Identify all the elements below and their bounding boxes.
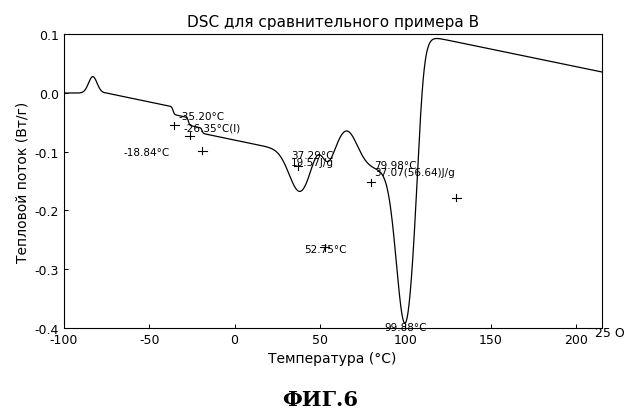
Text: -18.84°C: -18.84°C [124, 147, 170, 157]
Text: 79.98°C: 79.98°C [374, 161, 417, 171]
Text: 25 O: 25 O [595, 326, 625, 339]
Text: 52.75°C: 52.75°C [305, 244, 347, 254]
Text: 99.88°C: 99.88°C [385, 322, 428, 332]
Title: DSC для сравнительного примера B: DSC для сравнительного примера B [187, 15, 479, 30]
Text: ФИГ.6: ФИГ.6 [282, 389, 358, 409]
Y-axis label: Тепловой поток (Вт/г): Тепловой поток (Вт/г) [15, 101, 29, 262]
Text: -35.20°C: -35.20°C [178, 112, 224, 121]
Text: 19.57J/g: 19.57J/g [291, 157, 334, 167]
Text: 37.29°C: 37.29°C [291, 150, 333, 160]
Text: 37.07(56.64)J/g: 37.07(56.64)J/g [374, 168, 455, 178]
Text: -26.35°C(I): -26.35°C(I) [183, 123, 241, 133]
X-axis label: Температура (°C): Температура (°C) [269, 351, 397, 365]
